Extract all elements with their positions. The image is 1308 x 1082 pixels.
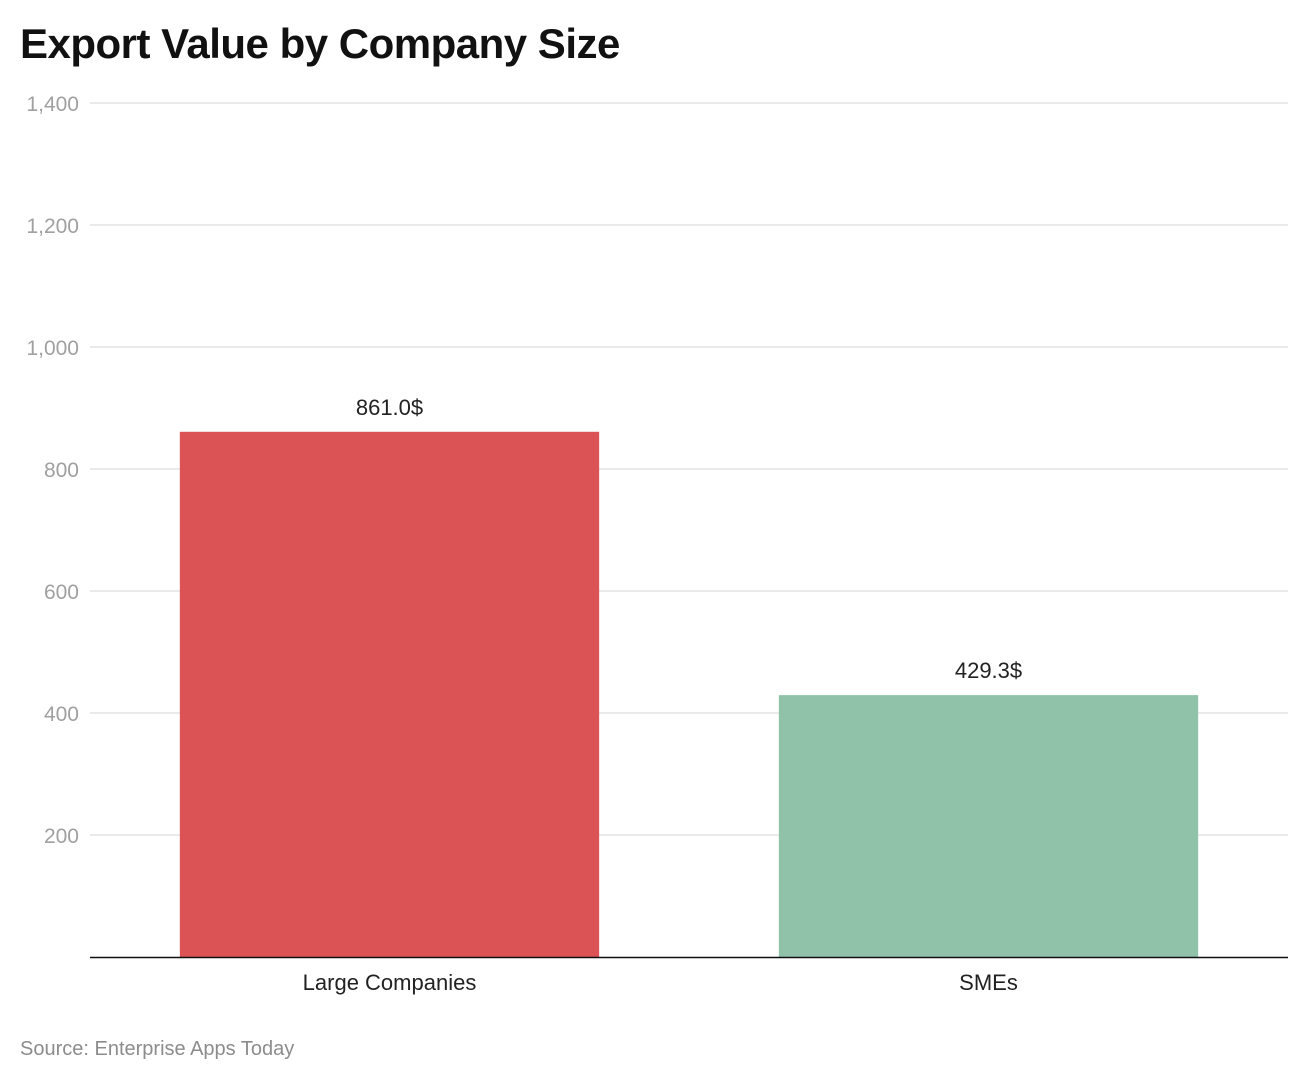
y-tick-label: 1,200	[26, 215, 79, 238]
y-tick-label: 200	[44, 825, 79, 848]
source-note: Source: Enterprise Apps Today	[20, 1038, 295, 1060]
data-label: 861.0$	[356, 395, 423, 420]
chart-title: Export Value by Company Size	[20, 20, 620, 67]
x-axis-tick-labels: Large Companies SMEs	[303, 970, 1018, 995]
y-tick-label: 800	[44, 459, 79, 482]
x-tick-label: SMEs	[959, 970, 1018, 995]
data-labels: 861.0$ 429.3$	[356, 395, 1022, 683]
y-tick-label: 1,000	[26, 337, 79, 360]
y-tick-label: 600	[44, 581, 79, 604]
data-label: 429.3$	[955, 658, 1022, 683]
y-tick-label: 1,400	[26, 93, 79, 116]
bar	[179, 431, 600, 957]
x-tick-label: Large Companies	[303, 970, 477, 995]
bar	[778, 695, 1199, 957]
y-axis-tick-labels: 200 400 600 800 1,000 1,200 1,400	[26, 93, 79, 848]
y-tick-label: 400	[44, 703, 79, 726]
bars	[179, 431, 1199, 957]
